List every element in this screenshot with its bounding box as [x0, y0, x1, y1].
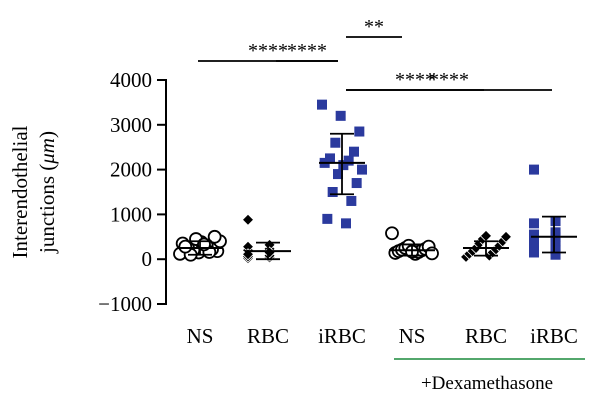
error-bars	[177, 132, 577, 261]
data-point	[550, 249, 561, 260]
data-point	[385, 226, 399, 241]
data-point	[529, 218, 539, 229]
data-point	[327, 187, 338, 197]
y-tick-label: 4000	[110, 68, 152, 92]
data-point	[338, 160, 349, 171]
significance-label: **	[364, 16, 384, 38]
x-category-label: RBC	[247, 324, 289, 348]
significance-label: ****	[248, 40, 288, 62]
x-category-label: NS	[187, 324, 214, 348]
data-point	[351, 178, 362, 189]
data-point	[330, 137, 341, 148]
significance-label: ****	[429, 69, 469, 91]
y-tick-label: 2000	[110, 158, 152, 182]
data-point	[325, 153, 335, 164]
dexamethasone-group: +Dexamethasone	[394, 358, 585, 394]
significance-label: ****	[287, 40, 327, 62]
significance-label: ****	[395, 69, 435, 91]
data-point	[335, 110, 346, 121]
data-point	[322, 213, 333, 224]
data-point	[241, 213, 255, 226]
y-axis-label-pre: junctions (	[35, 164, 59, 254]
group-label: +Dexamethasone	[421, 373, 553, 394]
data-point	[357, 164, 367, 175]
data-point	[529, 247, 539, 258]
x-category-label: iRBC	[530, 324, 578, 348]
y-tick-label: 0	[142, 247, 153, 271]
y-tick-label: 1000	[110, 202, 152, 226]
y-tick-label: −1000	[98, 292, 152, 316]
y-axis: 4000 3000 2000 1000 0 −1000	[98, 68, 167, 316]
data-point	[333, 169, 343, 180]
y-axis-label-post: )	[35, 131, 59, 138]
data-point	[529, 164, 539, 175]
significance-brackets: ******************	[198, 16, 552, 91]
y-axis-label-unit: μm	[35, 138, 59, 165]
x-category-label: RBC	[465, 324, 507, 348]
data-point	[499, 230, 513, 243]
data-points	[173, 99, 561, 265]
data-point	[341, 218, 351, 229]
y-tick-label: 3000	[110, 113, 152, 137]
x-axis-labels: NS RBC iRBC NS RBC iRBC	[187, 324, 578, 348]
data-point	[550, 216, 561, 227]
data-point	[207, 229, 222, 244]
data-point	[354, 126, 365, 137]
data-point	[425, 246, 439, 261]
data-point	[317, 99, 327, 110]
y-axis-label-line1: Interendothelial	[8, 125, 32, 258]
x-category-label: iRBC	[318, 324, 366, 348]
data-point	[346, 195, 357, 206]
x-category-label: NS	[399, 324, 426, 348]
y-axis-label-line2: junctions (μm)	[35, 131, 59, 254]
data-point	[178, 239, 193, 254]
data-point	[343, 155, 354, 166]
data-point	[349, 146, 359, 157]
